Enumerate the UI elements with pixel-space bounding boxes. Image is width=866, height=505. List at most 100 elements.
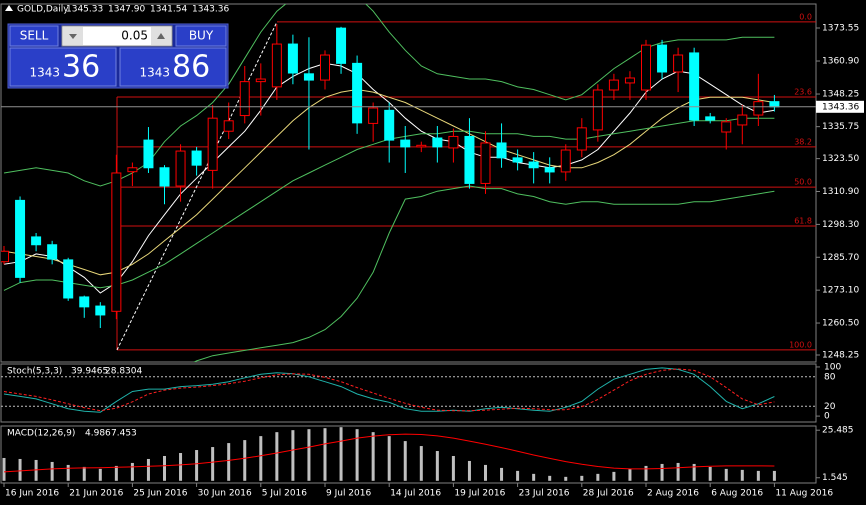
x-tick-label: 5 Jul 2016 [262,489,307,499]
candle-body [111,172,122,312]
macd-title: MACD(12,26,9) [7,429,75,439]
x-tick-label: 25 Jun 2016 [133,489,187,499]
candle-body [63,259,74,299]
macd-bar [435,451,439,481]
candle-body [705,116,716,121]
candle-body [191,150,202,166]
macd-bar [564,476,568,481]
fib-label: 50.0 [794,178,812,187]
macd-bar [163,455,166,481]
macd-bar [291,430,295,481]
ohlc-high: 1347.90 [108,5,145,15]
y-tick-label: 1248.25 [822,351,859,361]
macd-bar [756,470,760,481]
buy-price-box[interactable] [119,47,227,87]
candle-body [576,127,587,151]
macd-bar [580,475,584,481]
macd-bar [307,429,311,481]
candle-body [368,107,379,124]
macd-bar [724,468,728,481]
sell-label: SELL [20,29,49,43]
y-tick-label: 25.485 [822,426,854,436]
macd-bar [644,465,648,481]
macd-bar [660,463,664,481]
candle-body [737,114,748,126]
candle-body [496,142,507,159]
candle-body [271,43,282,88]
macd-bar [628,468,632,481]
candle-body [127,167,138,173]
macd-signal-value: 7.453 [111,429,137,439]
macd-bar [371,432,375,481]
y-tick-label: 1.545 [822,473,848,483]
y-tick-label: 1285.70 [822,253,859,263]
buy-price-big: 1343 [139,66,170,80]
collapse-icon[interactable] [5,5,13,11]
y-tick-label: 1348.25 [822,90,859,100]
x-tick-label: 30 Jun 2016 [198,489,252,499]
candle-body [753,101,764,116]
macd-bar [243,440,247,481]
x-tick-label: 11 Aug 2016 [775,489,833,499]
candle-body [512,157,523,163]
stoch-title: Stoch(5,3,3) [7,367,62,377]
x-tick-label: 19 Jul 2016 [454,489,505,499]
macd-bar [548,475,552,481]
sell-button[interactable] [9,25,59,47]
macd-bar [355,429,359,481]
sell-price-box[interactable] [9,47,117,87]
macd-bar [98,468,102,481]
candle-body [560,149,571,173]
buy-button[interactable] [175,25,227,47]
y-tick-label: 1360.90 [822,57,859,67]
trade-panel: SELL 0.05 BUY 1343 36 1343 86 [7,23,229,89]
macd-bar [532,473,536,481]
macd-bar [692,463,696,481]
fib-label: 100.0 [789,340,812,349]
macd-bar [467,460,471,481]
stoch-line [3,367,775,413]
buy-label: BUY [189,29,214,43]
x-tick-label: 9 Jul 2016 [326,489,371,499]
x-tick-label: 28 Jul 2016 [583,489,634,499]
macd-bar [676,462,680,481]
candle-body [657,44,668,73]
x-tick-label: 2 Aug 2016 [647,489,699,499]
candle-body [31,236,42,246]
price-box-label: 1343.36 [822,102,859,112]
macd-pane-frame [0,425,817,484]
macd-bar [50,461,54,481]
macd-signal-line [3,433,775,473]
y-tick-label: 1260.50 [822,319,859,329]
candle-body [464,135,475,184]
macd-bar [2,457,6,481]
macd-bar [146,458,150,481]
macd-bar [179,453,183,481]
macd-bar [387,436,391,481]
fib-label: 61.8 [794,216,812,225]
macd-bar [227,443,231,481]
candle-body [384,109,395,141]
candle-body [544,167,555,173]
macd-plot [2,427,776,481]
macd-bar [708,466,712,481]
candle-body [79,296,90,308]
candle-body [303,73,314,81]
chart-title: GOLD,Daily [17,5,69,15]
candle-body [175,150,186,187]
macd-bar [275,432,279,481]
y-tick-label: 1273.10 [822,286,859,296]
y-tick-label: 1373.55 [822,24,859,34]
macd-bar [130,462,134,481]
lot-up-arrow [157,33,165,39]
lot-input[interactable] [61,25,173,47]
candle-body [207,117,218,171]
candle-body [95,305,106,316]
ohlc-close: 1343.36 [192,5,229,15]
y-tick-label: 0 [824,412,830,422]
y-tick-label: 1323.50 [822,154,859,164]
macd-bar [211,447,215,481]
macd-bar [451,455,455,481]
candle-body [528,161,539,169]
candle-body [448,135,459,149]
